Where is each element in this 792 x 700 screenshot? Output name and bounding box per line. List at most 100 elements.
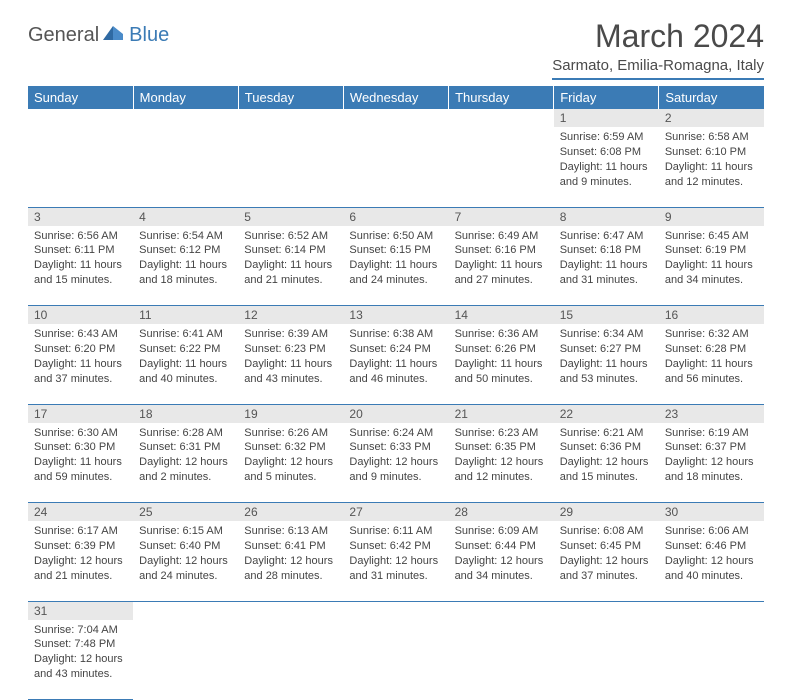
- day-content-cell: [659, 620, 764, 700]
- sunset-text: Sunset: 6:36 PM: [560, 440, 653, 455]
- day-number-cell: 29: [554, 503, 659, 522]
- sunset-text: Sunset: 6:40 PM: [139, 539, 232, 554]
- day-number-cell: 2: [659, 109, 764, 127]
- daylight-text: Daylight: 11 hours and 24 minutes.: [349, 258, 442, 288]
- day-number-cell: 1: [554, 109, 659, 127]
- day-number-cell: 17: [28, 404, 133, 423]
- day-number-cell: 23: [659, 404, 764, 423]
- day-number-cell: 10: [28, 306, 133, 325]
- sunset-text: Sunset: 6:14 PM: [244, 243, 337, 258]
- sunrise-text: Sunrise: 6:30 AM: [34, 426, 127, 441]
- day-number-cell: 18: [133, 404, 238, 423]
- sunset-text: Sunset: 6:32 PM: [244, 440, 337, 455]
- sunrise-text: Sunrise: 6:39 AM: [244, 327, 337, 342]
- day-content-cell: Sunrise: 6:41 AMSunset: 6:22 PMDaylight:…: [133, 324, 238, 404]
- sunset-text: Sunset: 6:41 PM: [244, 539, 337, 554]
- day-number-cell: 13: [343, 306, 448, 325]
- daylight-text: Daylight: 12 hours and 21 minutes.: [34, 554, 127, 584]
- flag-icon: [103, 24, 125, 47]
- day-number-cell: 6: [343, 207, 448, 226]
- day-content-cell: Sunrise: 6:21 AMSunset: 6:36 PMDaylight:…: [554, 423, 659, 503]
- day-number-cell: 28: [449, 503, 554, 522]
- weekday-header: Thursday: [449, 86, 554, 109]
- weekday-header: Sunday: [28, 86, 133, 109]
- sunrise-text: Sunrise: 6:54 AM: [139, 229, 232, 244]
- daylight-text: Daylight: 11 hours and 43 minutes.: [244, 357, 337, 387]
- day-number-cell: 11: [133, 306, 238, 325]
- daylight-text: Daylight: 12 hours and 5 minutes.: [244, 455, 337, 485]
- weekday-header: Monday: [133, 86, 238, 109]
- day-number-cell: 16: [659, 306, 764, 325]
- day-content-cell: Sunrise: 6:45 AMSunset: 6:19 PMDaylight:…: [659, 226, 764, 306]
- sunset-text: Sunset: 6:08 PM: [560, 145, 653, 160]
- day-content-cell: Sunrise: 6:56 AMSunset: 6:11 PMDaylight:…: [28, 226, 133, 306]
- sunset-text: Sunset: 6:18 PM: [560, 243, 653, 258]
- daylight-text: Daylight: 11 hours and 59 minutes.: [34, 455, 127, 485]
- title-block: March 2024 Sarmato, Emilia-Romagna, Ital…: [552, 18, 764, 80]
- sunrise-text: Sunrise: 6:58 AM: [665, 130, 758, 145]
- daylight-text: Daylight: 12 hours and 2 minutes.: [139, 455, 232, 485]
- day-number-cell: 14: [449, 306, 554, 325]
- day-number-cell: 19: [238, 404, 343, 423]
- daylight-text: Daylight: 12 hours and 12 minutes.: [455, 455, 548, 485]
- sunrise-text: Sunrise: 6:38 AM: [349, 327, 442, 342]
- day-content-cell: Sunrise: 6:06 AMSunset: 6:46 PMDaylight:…: [659, 521, 764, 601]
- day-content-cell: Sunrise: 6:32 AMSunset: 6:28 PMDaylight:…: [659, 324, 764, 404]
- sunset-text: Sunset: 6:11 PM: [34, 243, 127, 258]
- calendar-table: SundayMondayTuesdayWednesdayThursdayFrid…: [28, 86, 764, 700]
- daylight-text: Daylight: 12 hours and 18 minutes.: [665, 455, 758, 485]
- content-row: Sunrise: 6:59 AMSunset: 6:08 PMDaylight:…: [28, 127, 764, 207]
- day-number-cell: [133, 601, 238, 620]
- daylight-text: Daylight: 11 hours and 50 minutes.: [455, 357, 548, 387]
- day-number-cell: 25: [133, 503, 238, 522]
- sunset-text: Sunset: 6:23 PM: [244, 342, 337, 357]
- sunset-text: Sunset: 6:22 PM: [139, 342, 232, 357]
- sunset-text: Sunset: 6:27 PM: [560, 342, 653, 357]
- daynum-row: 17181920212223: [28, 404, 764, 423]
- day-content-cell: Sunrise: 6:59 AMSunset: 6:08 PMDaylight:…: [554, 127, 659, 207]
- day-content-cell: [449, 620, 554, 700]
- sunrise-text: Sunrise: 7:04 AM: [34, 623, 127, 638]
- day-content-cell: [238, 620, 343, 700]
- day-content-cell: [554, 620, 659, 700]
- day-content-cell: Sunrise: 6:17 AMSunset: 6:39 PMDaylight:…: [28, 521, 133, 601]
- day-number-cell: [238, 109, 343, 127]
- daylight-text: Daylight: 11 hours and 18 minutes.: [139, 258, 232, 288]
- sunrise-text: Sunrise: 6:26 AM: [244, 426, 337, 441]
- day-content-cell: Sunrise: 6:13 AMSunset: 6:41 PMDaylight:…: [238, 521, 343, 601]
- weekday-header: Tuesday: [238, 86, 343, 109]
- day-content-cell: Sunrise: 6:38 AMSunset: 6:24 PMDaylight:…: [343, 324, 448, 404]
- day-content-cell: [133, 620, 238, 700]
- daylight-text: Daylight: 11 hours and 56 minutes.: [665, 357, 758, 387]
- sunset-text: Sunset: 6:39 PM: [34, 539, 127, 554]
- sunrise-text: Sunrise: 6:36 AM: [455, 327, 548, 342]
- sunrise-text: Sunrise: 6:17 AM: [34, 524, 127, 539]
- day-content-cell: Sunrise: 6:34 AMSunset: 6:27 PMDaylight:…: [554, 324, 659, 404]
- logo-text-blue: Blue: [129, 24, 169, 47]
- weekday-header-row: SundayMondayTuesdayWednesdayThursdayFrid…: [28, 86, 764, 109]
- daylight-text: Daylight: 12 hours and 31 minutes.: [349, 554, 442, 584]
- sunset-text: Sunset: 6:26 PM: [455, 342, 548, 357]
- day-number-cell: [133, 109, 238, 127]
- daylight-text: Daylight: 12 hours and 28 minutes.: [244, 554, 337, 584]
- day-content-cell: Sunrise: 6:24 AMSunset: 6:33 PMDaylight:…: [343, 423, 448, 503]
- day-content-cell: Sunrise: 6:26 AMSunset: 6:32 PMDaylight:…: [238, 423, 343, 503]
- sunrise-text: Sunrise: 6:43 AM: [34, 327, 127, 342]
- sunrise-text: Sunrise: 6:59 AM: [560, 130, 653, 145]
- sunset-text: Sunset: 6:44 PM: [455, 539, 548, 554]
- daylight-text: Daylight: 11 hours and 53 minutes.: [560, 357, 653, 387]
- sunrise-text: Sunrise: 6:24 AM: [349, 426, 442, 441]
- sunrise-text: Sunrise: 6:15 AM: [139, 524, 232, 539]
- day-number-cell: 15: [554, 306, 659, 325]
- sunset-text: Sunset: 6:37 PM: [665, 440, 758, 455]
- day-content-cell: Sunrise: 6:08 AMSunset: 6:45 PMDaylight:…: [554, 521, 659, 601]
- sunset-text: Sunset: 6:16 PM: [455, 243, 548, 258]
- day-content-cell: Sunrise: 6:39 AMSunset: 6:23 PMDaylight:…: [238, 324, 343, 404]
- daylight-text: Daylight: 12 hours and 15 minutes.: [560, 455, 653, 485]
- weekday-header: Friday: [554, 86, 659, 109]
- sunset-text: Sunset: 6:10 PM: [665, 145, 758, 160]
- sunrise-text: Sunrise: 6:21 AM: [560, 426, 653, 441]
- sunrise-text: Sunrise: 6:09 AM: [455, 524, 548, 539]
- daylight-text: Daylight: 12 hours and 40 minutes.: [665, 554, 758, 584]
- day-number-cell: [343, 601, 448, 620]
